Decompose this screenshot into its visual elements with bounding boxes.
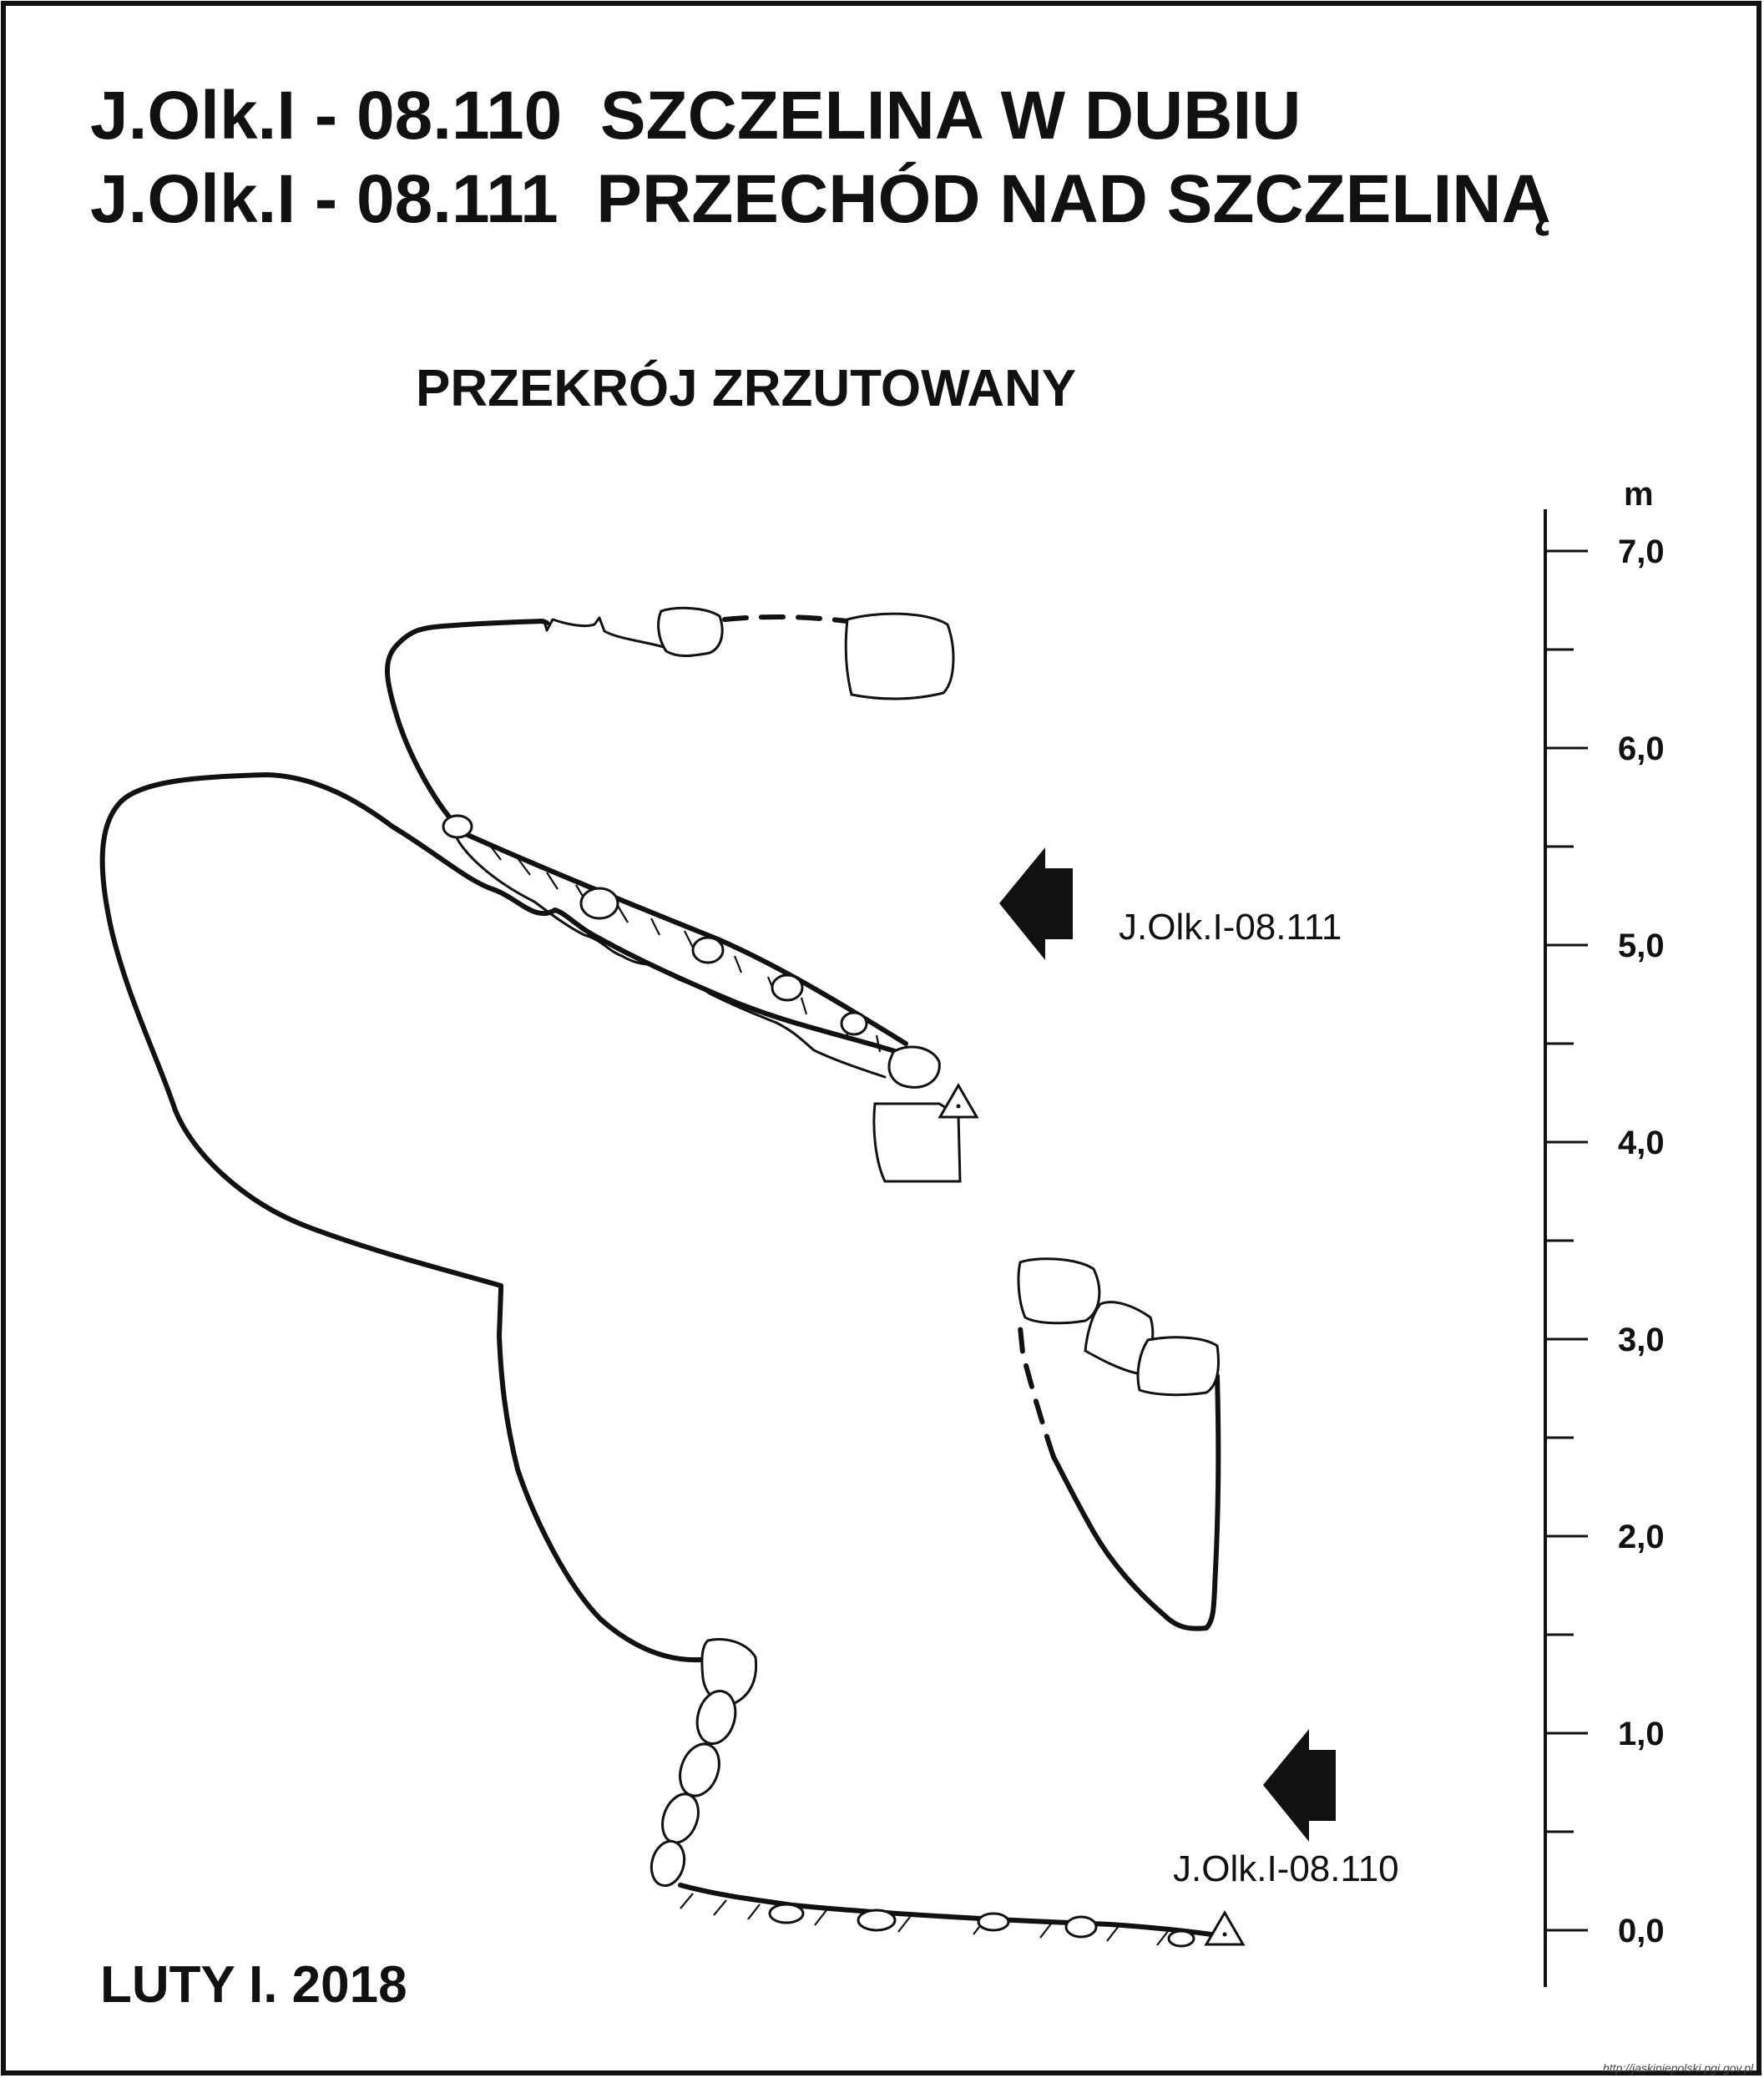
lower-floor-hatching <box>680 1893 1170 1946</box>
source-credit: http://jaskiniepolski.pgi.gov.pl <box>1603 2061 1754 2075</box>
cave-label-lower: J.Olk.I-08.110 <box>1173 1848 1399 1889</box>
station-lower <box>1204 1910 1246 1946</box>
scale-tick-label: 1,0 <box>1618 1716 1665 1752</box>
scale-tick-label: 4,0 <box>1618 1125 1665 1161</box>
lower-floor-boulders <box>768 1903 1195 1948</box>
title-line-1: J.Olk.I - 08.110 SZCZELINA W DUBIU <box>90 78 1302 154</box>
cave-label-upper: J.Olk.I-08.111 <box>1119 907 1342 948</box>
title-line-2: J.Olk.I - 08.111 PRZECHÓD NAD SZCZELINĄ <box>90 161 1551 237</box>
ceiling-blocks <box>657 606 962 1183</box>
upper-floor-hatching <box>488 842 882 1053</box>
scale-unit: m <box>1624 476 1654 513</box>
scale-tick-label: 7,0 <box>1618 533 1665 570</box>
scale-tick-label: 2,0 <box>1618 1519 1665 1555</box>
station-upper <box>938 1083 979 1119</box>
scale-tick-label: 6,0 <box>1618 731 1665 767</box>
upper-passage-floor <box>453 833 887 1079</box>
upper-boulders <box>442 814 941 1089</box>
scale-ticks: 7,0 6,0 5,0 4,0 3,0 2,0 1,0 0,0 <box>1545 533 1665 1949</box>
upper-passage-floor-line <box>465 832 908 1046</box>
scale-tick-label: 3,0 <box>1618 1322 1665 1358</box>
chimney-blocks <box>1017 1257 1220 1397</box>
scale-tick-label: 0,0 <box>1618 1913 1665 1949</box>
section-title: PRZEKRÓJ ZRZUTOWANY <box>416 360 1076 417</box>
entrance-arrow-lower <box>1263 1729 1336 1842</box>
survey-date: LUTY I. 2018 <box>100 1956 407 2014</box>
upper-ceiling-dashed <box>722 614 850 624</box>
upper-ceiling-rough <box>543 616 665 649</box>
chimney-wall <box>1051 1373 1221 1631</box>
entrance-arrow-upper <box>999 847 1073 960</box>
upper-passage-left-wall <box>385 619 549 829</box>
lower-boulder-column <box>649 1638 758 1888</box>
lower-floor-line <box>678 1883 1230 1939</box>
scale-tick-label: 5,0 <box>1618 928 1665 964</box>
lower-left-wall <box>497 1287 704 1663</box>
chimney-dashed <box>1018 1325 1056 1459</box>
main-chamber-outline <box>99 772 900 1292</box>
